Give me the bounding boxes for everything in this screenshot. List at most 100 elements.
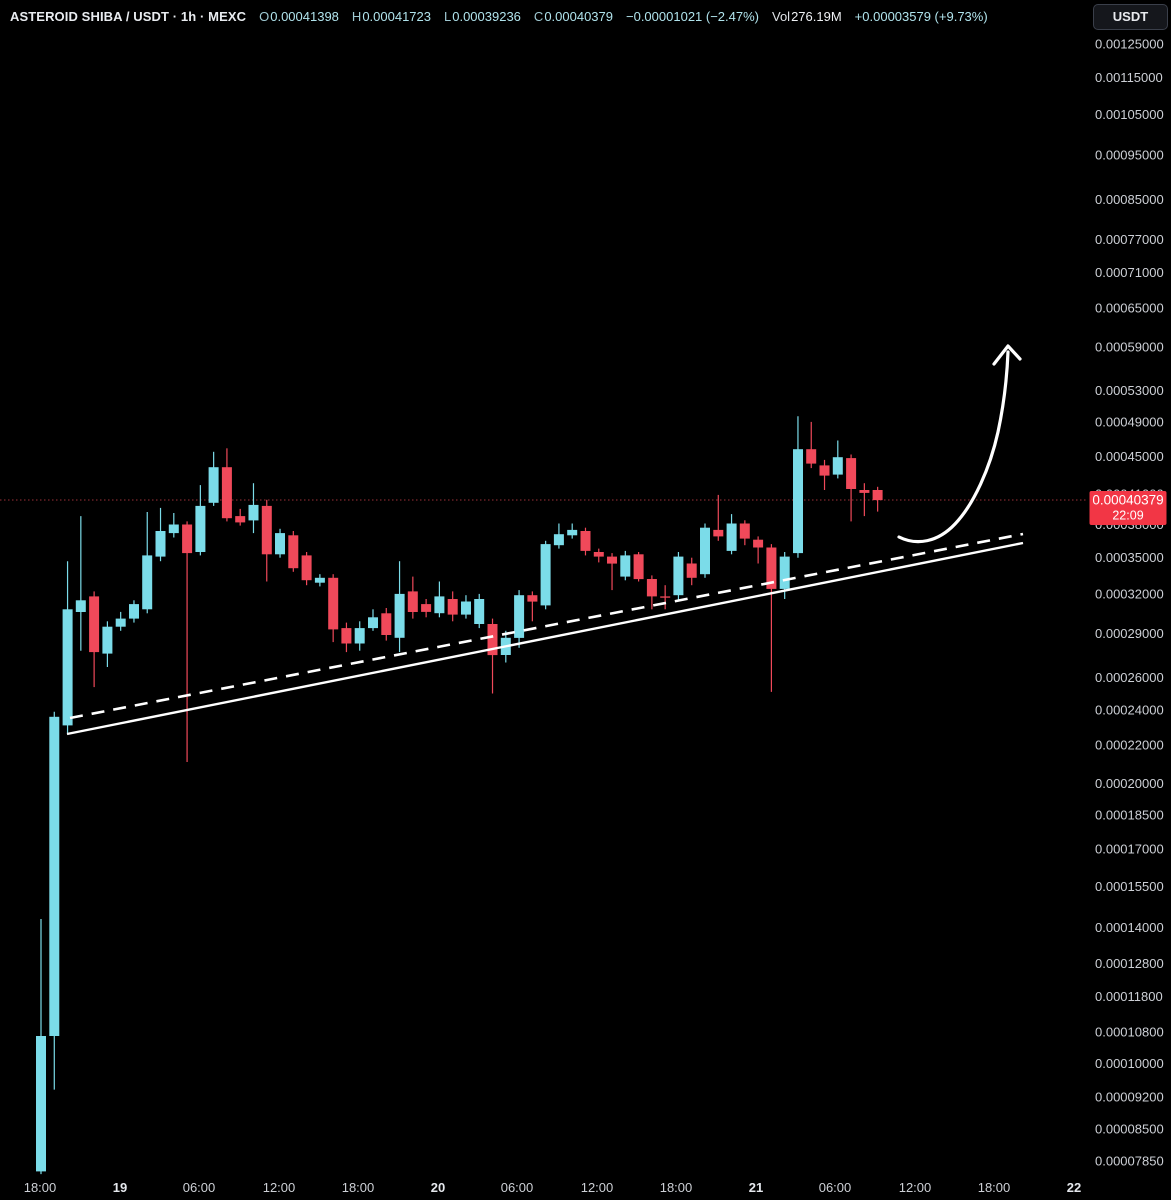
time-axis-label: 06:00 [819,1180,852,1195]
currency-toggle-button[interactable]: USDT [1093,4,1168,30]
price-axis-label: 0.00024000 [1095,703,1164,718]
candle-body [593,552,604,557]
volume: Vol 276.19M [772,9,842,24]
ohlc-close: C 0.00040379 [533,9,613,24]
candle-body [89,596,100,653]
candle-body [275,533,285,555]
price-axis-label: 0.00015500 [1095,879,1164,894]
price-axis-label: 0.00059000 [1095,340,1164,355]
candle-body [660,596,671,598]
ohlc-high: H 0.00041723 [351,9,431,24]
arrow-curve [897,350,1010,544]
arrow-head [992,344,1022,366]
price-axis-label: 0.00035000 [1095,550,1164,565]
candle-body [474,599,485,624]
candle-body [155,531,166,557]
ohlc-open: O 0.00041398 [259,9,339,24]
candle-body [301,555,312,581]
candle-body [421,604,432,612]
candle-body [235,516,246,523]
candle-body [447,599,458,615]
candle-body [726,523,737,551]
candle-body [739,523,750,539]
price-axis-label: 0.00045000 [1095,449,1164,464]
last-price-label-bg [1089,491,1167,525]
price-axis-label: 0.00032000 [1095,586,1164,601]
candle-body [368,617,378,629]
candle-body [673,556,684,596]
candle-body [713,529,724,537]
candle-body [487,624,498,656]
price-axis-label: 0.00029000 [1095,626,1164,641]
candle-body [806,449,817,464]
candle-body [314,577,325,583]
price-axis-label: 0.00009200 [1095,1090,1164,1105]
candle-body [859,490,870,493]
candle-body [221,467,232,519]
last-price-label: 0.00040379 22:09 [1089,491,1167,525]
price-axis-label: 0.00007850 [1095,1154,1164,1169]
candle-body [620,555,631,577]
candle-body [646,579,657,597]
candle-body [129,604,139,619]
candle-body [75,600,86,612]
price-axis-label: 0.00012800 [1095,956,1164,971]
price-axis-label: 0.00085000 [1095,192,1164,207]
ohlc-low: L 0.00039236 [444,9,521,24]
candle-body [341,628,352,644]
candle-body [288,535,299,569]
candle-body [779,556,790,589]
candle-body [49,716,60,1036]
candle-body [633,554,644,580]
time-axis-label: 06:00 [501,1180,534,1195]
candle-body [753,539,764,548]
price-axis[interactable]: 0.00125000 0.00115000 0.00105000 0.00095000… [1095,37,1164,1169]
price-axis-label: 0.00095000 [1095,147,1164,162]
candle-body [168,524,179,534]
candle-body [115,618,126,627]
price-axis-label: 0.00065000 [1095,300,1164,315]
symbol-title: ASTEROID SHIBA / USDT · 1h · MEXC [10,9,247,24]
price-axis-label: 0.00017000 [1095,842,1164,857]
time-axis-label: 12:00 [581,1180,614,1195]
candle-body [248,504,259,521]
time-axis[interactable]: 18:00 19 06:00 12:00 18:00 20 06:00 12:00 18:00 2… [24,1180,1082,1195]
candle-body [394,593,405,638]
time-axis-label: 18:00 [24,1180,57,1195]
candle-body [607,556,617,564]
time-axis-label: 12:00 [899,1180,932,1195]
candles-layer [36,416,883,1175]
candle-body [36,1036,46,1172]
candle-body [872,490,883,501]
price-axis-label: 0.00010000 [1095,1056,1164,1071]
price-change: −0.00001021 (−2.47%) [626,9,759,24]
time-axis-label: 22 [1067,1180,1081,1195]
price-axis-label: 0.00071000 [1095,265,1164,280]
arrow-drawing[interactable] [897,344,1022,544]
price-axis-label: 0.00018500 [1095,808,1164,823]
trendline-solid[interactable] [66,541,1024,736]
candle-body [514,595,525,638]
trendline-dashed[interactable] [69,532,1024,720]
price-axis-label: 0.00125000 [1095,37,1164,52]
candle-body [580,531,591,551]
price-axis-label: 0.00011800 [1095,989,1163,1004]
candle-body [700,527,710,575]
price-axis-label: 0.00008500 [1095,1121,1164,1136]
time-axis-label: 18:00 [660,1180,693,1195]
price-axis-label: 0.00077000 [1095,232,1164,247]
candle-body [434,596,445,614]
candle-body [381,613,392,635]
price-axis-label: 0.00053000 [1095,383,1164,398]
last-price-value: 0.00040379 [1092,493,1163,508]
time-axis-label: 21 [749,1180,763,1195]
price-axis-label: 0.00049000 [1095,414,1164,429]
candle-body [553,534,564,546]
candle-body [208,467,219,503]
price-axis-label: 0.00105000 [1095,107,1164,122]
time-axis-label: 20 [431,1180,445,1195]
time-axis-label: 18:00 [342,1180,375,1195]
candle-body [102,626,113,654]
